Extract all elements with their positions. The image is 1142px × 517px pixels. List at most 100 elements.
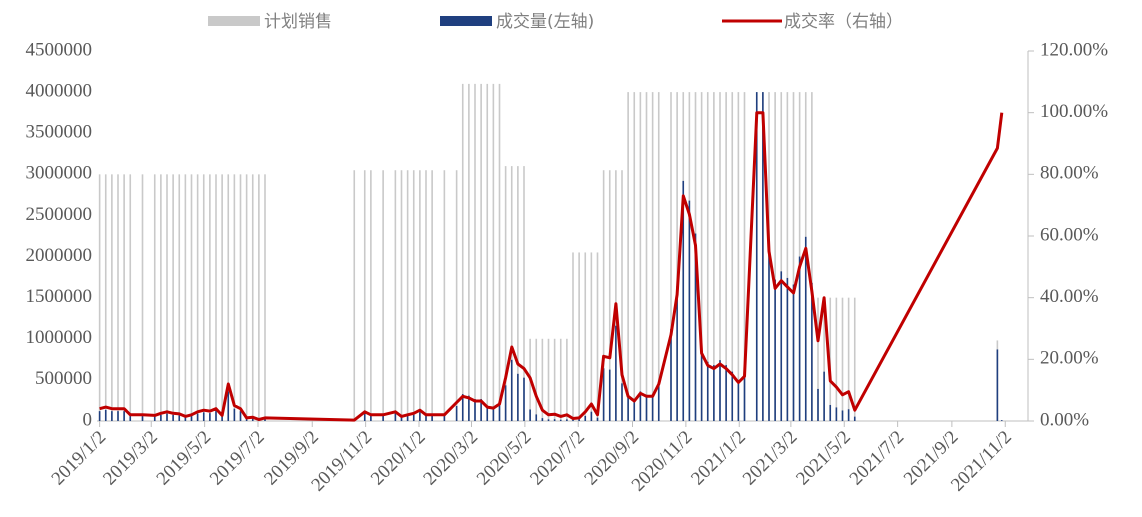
bar xyxy=(480,83,482,421)
y-tick-label: 3500000 xyxy=(26,122,93,143)
bar xyxy=(706,92,709,421)
bar xyxy=(239,411,242,421)
bar xyxy=(731,92,734,421)
bar xyxy=(141,416,144,421)
bar xyxy=(431,170,433,421)
bar xyxy=(719,92,721,421)
bar xyxy=(117,411,119,421)
bar xyxy=(547,338,550,421)
bar xyxy=(725,365,727,421)
bar xyxy=(172,174,174,421)
bar xyxy=(129,174,132,421)
bar xyxy=(633,92,636,421)
bar xyxy=(774,279,776,421)
bar xyxy=(688,200,691,421)
bar xyxy=(817,297,819,421)
bar xyxy=(731,371,734,421)
legend-label: 成交率（右轴） xyxy=(784,12,903,32)
bar xyxy=(670,328,672,421)
bar xyxy=(829,297,832,421)
bar xyxy=(468,395,470,421)
bar xyxy=(817,388,819,421)
bar xyxy=(209,174,211,421)
bar xyxy=(129,416,132,421)
bar xyxy=(743,92,746,421)
y2-tick-label: 100.00% xyxy=(1040,101,1108,122)
bar xyxy=(590,411,593,421)
y2-tick-label: 120.00% xyxy=(1040,39,1108,60)
x-tick-label: 2020/3/2 xyxy=(419,427,482,490)
bar xyxy=(202,412,205,421)
bar xyxy=(474,399,476,421)
bar xyxy=(104,409,107,421)
bar xyxy=(713,365,715,421)
bar xyxy=(363,170,366,421)
bar xyxy=(160,414,162,421)
x-tick-label: 2021/5/2 xyxy=(792,427,855,490)
bar xyxy=(602,170,605,421)
x-tick-label: 2019/1/2 xyxy=(48,427,111,490)
y-tick-label: 0 xyxy=(83,409,93,430)
bar xyxy=(394,413,397,421)
legend-swatch xyxy=(440,16,492,26)
x-tick-label: 2019/3/2 xyxy=(99,427,162,490)
y-tick-label: 1000000 xyxy=(26,327,93,348)
bar xyxy=(233,408,236,421)
x-tick-label: 2021/7/2 xyxy=(846,427,909,490)
bar xyxy=(382,170,384,421)
bar xyxy=(762,92,764,421)
bar xyxy=(786,277,789,421)
bar xyxy=(823,371,825,421)
bar xyxy=(400,417,403,421)
bar xyxy=(798,256,801,421)
y-tick-label: 4000000 xyxy=(26,80,93,101)
bar xyxy=(184,417,187,421)
x-tick-label: 2019/5/2 xyxy=(153,427,216,490)
bar xyxy=(166,174,168,421)
bar xyxy=(547,419,550,421)
y2-tick-label: 80.00% xyxy=(1040,163,1099,184)
bar xyxy=(608,170,611,421)
bar xyxy=(804,236,807,421)
bar xyxy=(676,286,678,421)
bar xyxy=(755,92,758,421)
bar xyxy=(400,170,403,421)
bar xyxy=(700,92,703,421)
bar xyxy=(370,415,372,421)
bar xyxy=(657,92,660,421)
x-tick-label: 2021/1/2 xyxy=(687,427,750,490)
bar xyxy=(233,174,236,421)
bar xyxy=(498,83,501,421)
bar xyxy=(153,416,156,421)
bar xyxy=(461,394,464,421)
bar xyxy=(853,297,856,421)
bar xyxy=(737,379,740,421)
bar xyxy=(584,252,587,421)
bar xyxy=(700,348,703,421)
bar xyxy=(559,338,562,421)
bar xyxy=(633,399,636,421)
bar xyxy=(486,83,489,421)
bar xyxy=(221,416,223,421)
bar xyxy=(713,92,715,421)
bar xyxy=(123,411,125,421)
rate-line xyxy=(99,111,1004,422)
bar xyxy=(590,252,593,421)
bar xyxy=(202,174,205,421)
bar xyxy=(117,174,119,421)
bar xyxy=(615,170,617,421)
bar xyxy=(510,359,513,421)
bar xyxy=(264,418,266,421)
bar xyxy=(160,174,162,421)
y-tick-label: 2000000 xyxy=(26,245,93,266)
bar xyxy=(627,92,629,421)
bar xyxy=(443,415,446,421)
bar xyxy=(190,416,193,421)
bar xyxy=(621,383,623,421)
bar xyxy=(492,406,495,421)
bar xyxy=(153,174,156,421)
bar xyxy=(743,373,746,421)
bar xyxy=(394,170,397,421)
bar xyxy=(419,412,421,421)
